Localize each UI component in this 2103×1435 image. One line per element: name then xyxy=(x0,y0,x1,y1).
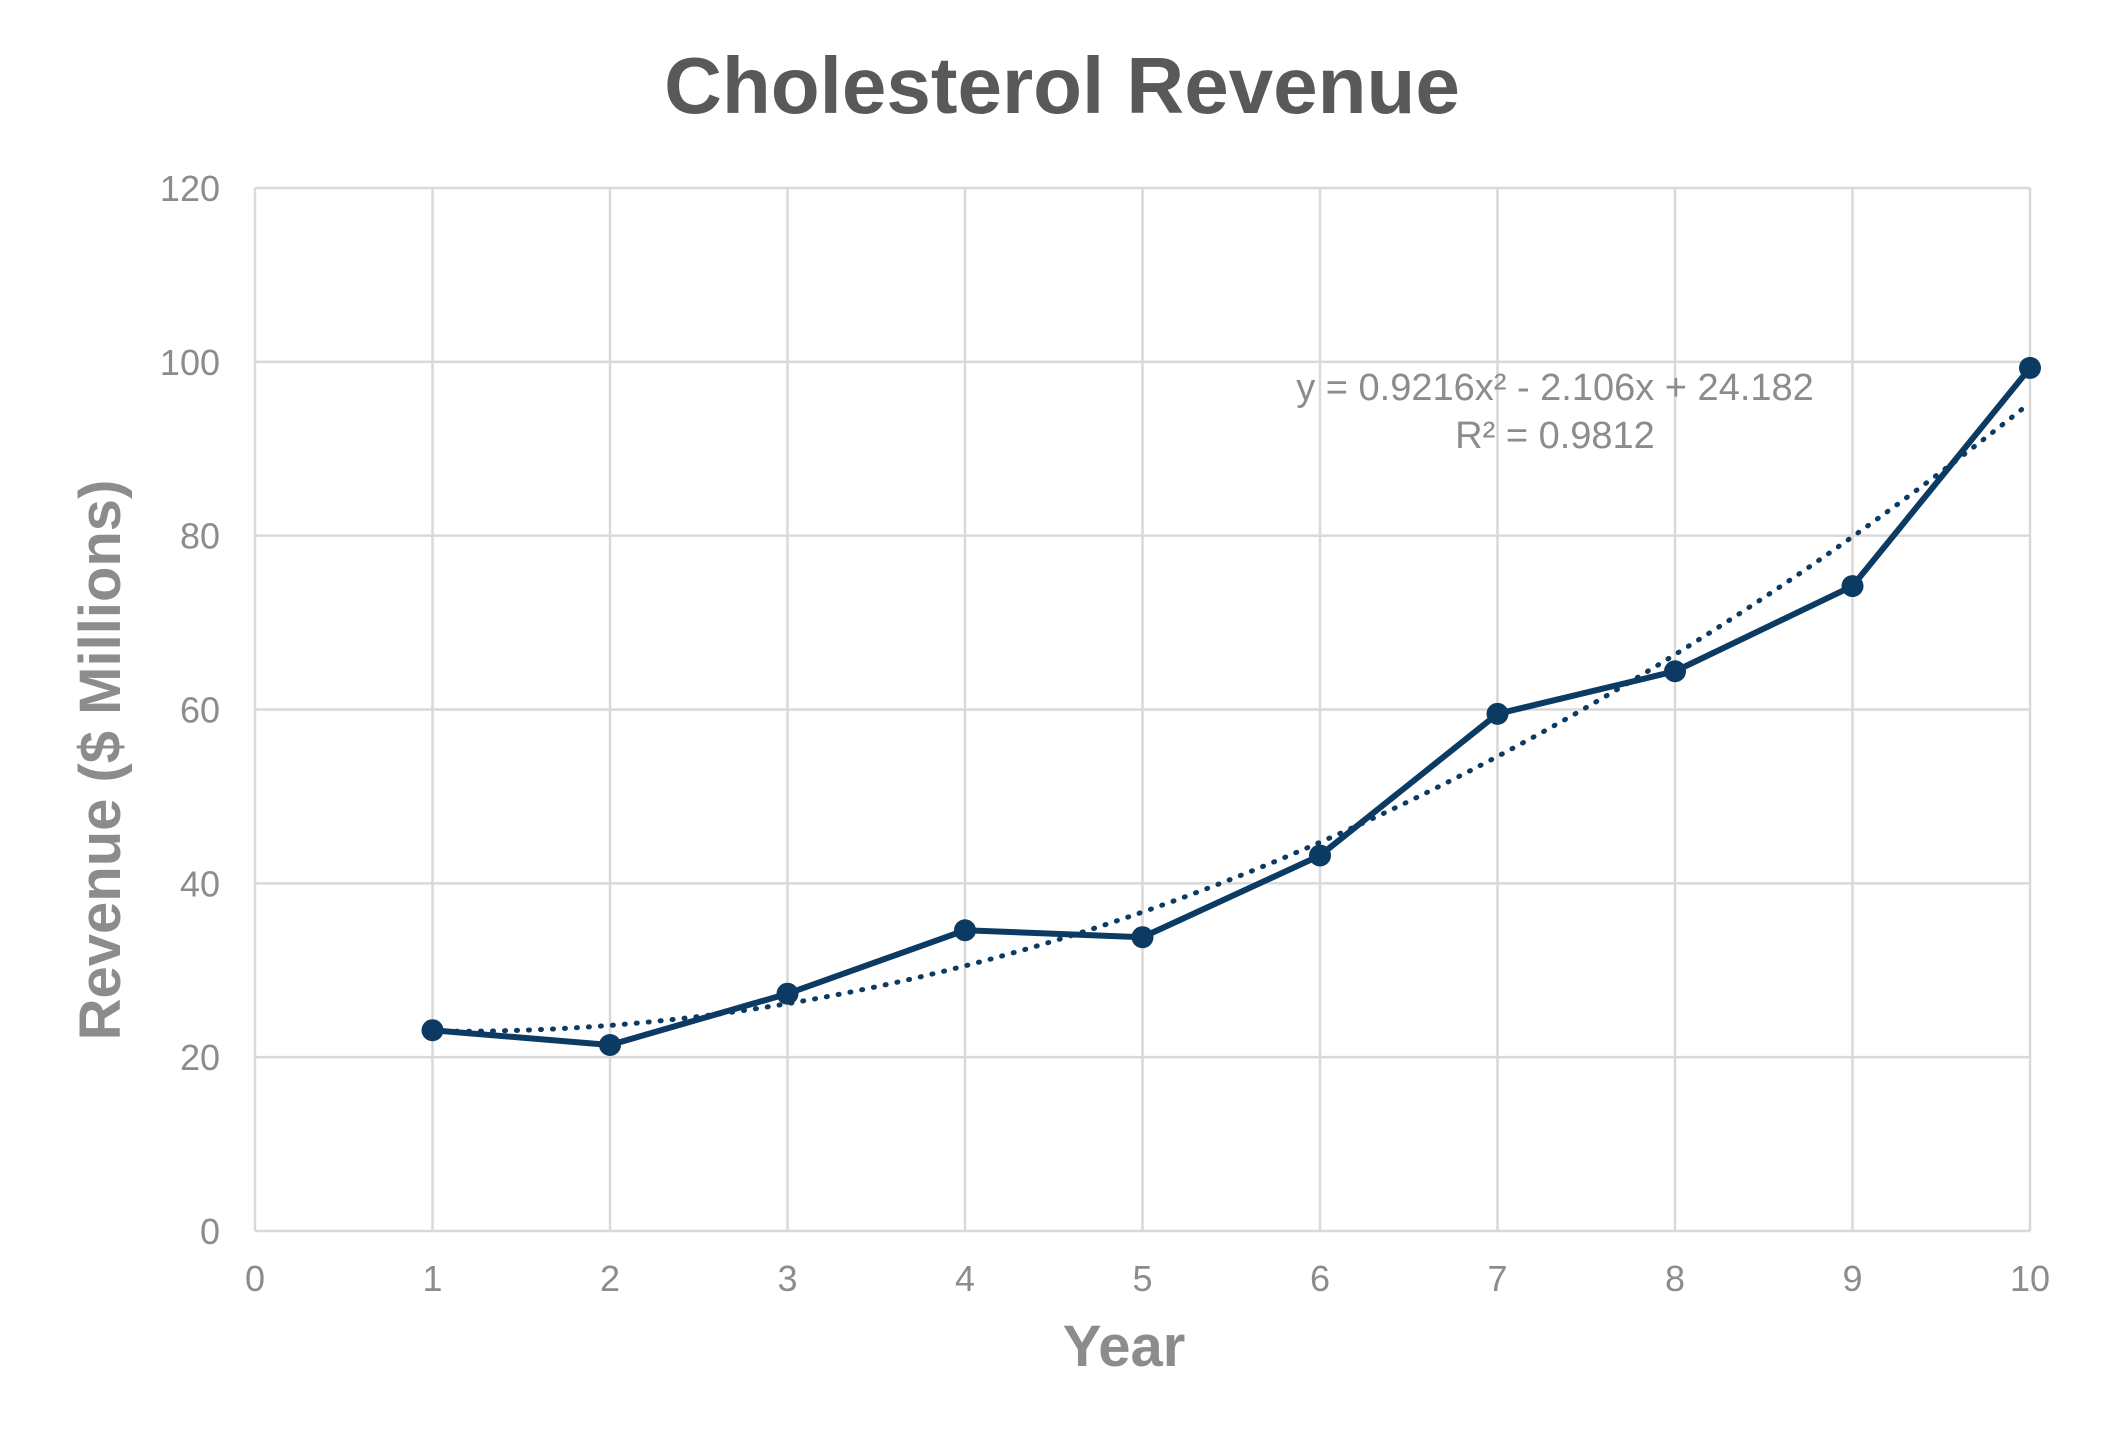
data-point xyxy=(1309,844,1331,867)
r-squared-label: R² = 0.9812 xyxy=(1455,415,1655,457)
annotations: y = 0.9216x² - 2.106x + 24.182 R² = 0.981… xyxy=(1296,367,1814,457)
grid xyxy=(255,186,2032,1231)
x-tick-label-7: 7 xyxy=(1487,1258,1507,1299)
data-point xyxy=(954,919,976,942)
y-tick-label-0: 0 xyxy=(200,1211,220,1252)
data-point xyxy=(2019,356,2041,379)
x-tick-label-3: 3 xyxy=(777,1258,797,1299)
x-tick-label-2: 2 xyxy=(600,1258,620,1299)
axes xyxy=(253,188,2030,1233)
trendline-layer xyxy=(430,400,2033,1034)
data-point xyxy=(421,1019,444,1042)
x-axis-title: Year xyxy=(1063,1314,1186,1379)
trendline xyxy=(430,400,2033,1034)
tick-labels: 0 20 40 60 80 100 120 0 1 2 3 4 5 6 7 8 9 10 xyxy=(160,168,2050,1299)
y-axis-title: Revenue ($ Millions) xyxy=(68,480,133,1041)
x-tick-label-1: 1 xyxy=(422,1258,442,1299)
data-point xyxy=(1664,660,1686,683)
series-line-0 xyxy=(432,366,2033,1048)
x-tick-label-5: 5 xyxy=(1132,1258,1152,1299)
x-tick-label-9: 9 xyxy=(1842,1258,1862,1299)
data-point xyxy=(1131,926,1154,949)
y-tick-label-6: 120 xyxy=(160,168,220,209)
y-tick-label-1: 20 xyxy=(180,1037,220,1078)
chart-title: Cholesterol Revenue xyxy=(664,41,1460,130)
data-point xyxy=(776,982,799,1005)
x-tick-label-10: 10 xyxy=(2010,1258,2050,1299)
y-tick-label-5: 100 xyxy=(160,342,220,383)
x-tick-label-8: 8 xyxy=(1665,1258,1685,1299)
y-tick-label-3: 60 xyxy=(180,690,220,731)
data-point xyxy=(1841,575,1864,598)
y-tick-label-2: 40 xyxy=(180,863,220,904)
y-tick-label-4: 80 xyxy=(180,516,220,557)
trendline-equation: y = 0.9216x² - 2.106x + 24.182 xyxy=(1296,367,1814,409)
x-tick-label-0: 0 xyxy=(245,1258,265,1299)
data-point xyxy=(599,1033,621,1056)
series-layer xyxy=(421,356,2041,1056)
data-point xyxy=(1486,702,1509,725)
x-tick-label-4: 4 xyxy=(955,1258,975,1299)
x-tick-label-6: 6 xyxy=(1310,1258,1330,1299)
